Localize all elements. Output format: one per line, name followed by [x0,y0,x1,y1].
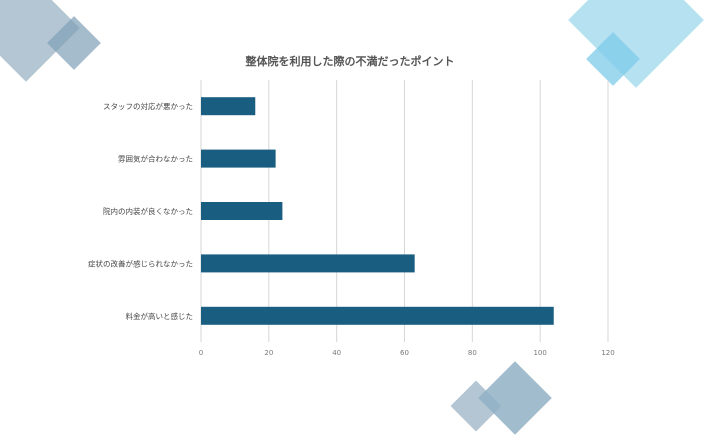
x-tick-label: 100 [533,349,546,357]
category-label: 症状の改善が感じられなかった [88,258,193,268]
x-tick-label: 60 [400,349,409,357]
x-tick-label: 80 [468,349,477,357]
bar [201,97,256,116]
bar [201,202,283,220]
category-label: 料金が高いと感じた [126,311,194,321]
bar [201,254,415,273]
category-label: 雰囲気が合わなかった [118,154,193,164]
chart-title: 整体院を利用した際の不満だったポイント [245,55,455,68]
x-tick-label: 120 [601,349,614,357]
bar [201,149,276,168]
category-label: 院内の内装が良くなかった [103,206,193,216]
x-tick-label: 0 [199,349,203,357]
category-label: スタッフの対応が悪かった [103,101,193,111]
bar-chart: 0 20 40 60 80 100 120 スタッフの対応が悪かった雰囲気が合わなかった院内の… [88,80,615,357]
x-tick-label: 40 [332,349,341,357]
x-tick-label: 20 [264,349,273,357]
bar [201,306,554,325]
